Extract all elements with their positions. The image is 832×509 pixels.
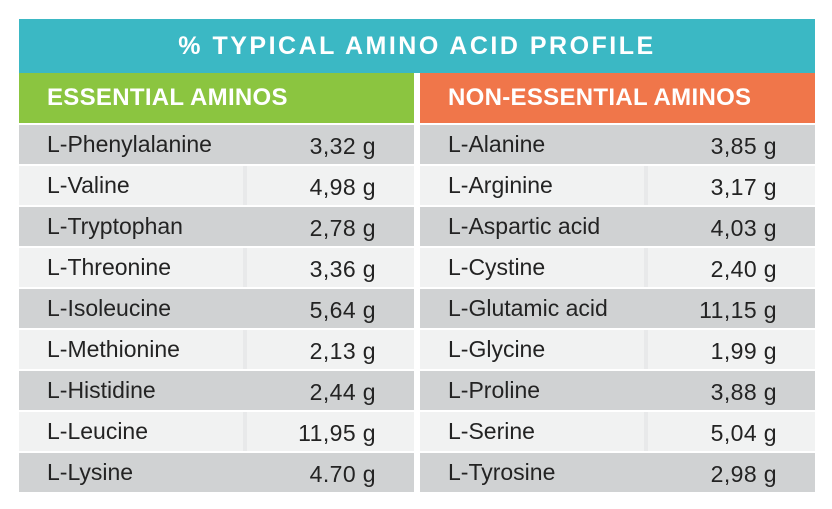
amino-name: L-Leucine	[47, 418, 149, 444]
amino-name: L-Histidine	[47, 377, 156, 403]
amino-name: L-Proline	[448, 377, 541, 403]
table-row: L-Isoleucine 5,64 g	[19, 289, 414, 328]
amino-value: 2,13 g	[309, 338, 376, 364]
amino-value: 4,98 g	[309, 174, 376, 200]
amino-name: L-Lysine	[47, 459, 134, 485]
amino-name: L-Tyrosine	[448, 459, 556, 485]
amino-name: L-Methionine	[47, 336, 180, 362]
amino-name: L-Arginine	[448, 172, 553, 198]
table-row: L-Threonine 3,36 g	[19, 248, 414, 287]
table-row: L-Phenylalanine 3,32 g	[19, 125, 414, 164]
amino-name: L-Valine	[47, 172, 130, 198]
amino-name: L-Cystine	[448, 254, 546, 280]
amino-value: 4.70 g	[309, 461, 376, 487]
amino-value: 3,32 g	[309, 133, 376, 159]
amino-name: L-Phenylalanine	[47, 131, 212, 157]
amino-name: L-Glutamic acid	[448, 295, 608, 321]
cell-divider	[243, 330, 248, 369]
amino-value: 11,15 g	[699, 297, 777, 323]
amino-value: 3,88 g	[710, 379, 777, 405]
table-row: L-Proline 3,88 g	[420, 371, 815, 410]
amino-value: 4,03 g	[710, 215, 777, 241]
cell-divider	[243, 412, 248, 451]
amino-value: 2,98 g	[710, 461, 777, 487]
amino-value: 2,78 g	[309, 215, 376, 241]
table-row: L-Leucine 11,95 g	[19, 412, 414, 451]
amino-name: L-Tryptophan	[47, 213, 183, 239]
cell-divider	[644, 330, 649, 369]
amino-value: 5,04 g	[710, 420, 777, 446]
amino-value: 2,40 g	[710, 256, 777, 282]
table-row: L-Histidine 2,44 g	[19, 371, 414, 410]
amino-value: 3,85 g	[710, 133, 777, 159]
amino-name: L-Isoleucine	[47, 295, 172, 321]
amino-value: 1,99 g	[710, 338, 777, 364]
cell-divider	[243, 248, 248, 287]
essential-aminos-header: ESSENTIAL AMINOS	[19, 73, 414, 123]
amino-name: L-Serine	[448, 418, 535, 444]
non-essential-aminos-column: NON-ESSENTIAL AMINOS L-Alanine 3,85 g L-Arg…	[420, 73, 815, 492]
amino-name: L-Alanine	[448, 131, 546, 157]
amino-value: 5,64 g	[309, 297, 376, 323]
table-title-bar: % TYPICAL AMINO ACID PROFILE	[19, 19, 815, 73]
amino-name: L-Threonine	[47, 254, 172, 280]
table-row: L-Aspartic acid 4,03 g	[420, 207, 815, 246]
cell-divider	[644, 166, 649, 205]
table-row: L-Alanine 3,85 g	[420, 125, 815, 164]
table-row: L-Tryptophan 2,78 g	[19, 207, 414, 246]
table-row: L-Arginine 3,17 g	[420, 166, 815, 205]
table-row: L-Methionine 2,13 g	[19, 330, 414, 369]
table-row: L-Serine 5,04 g	[420, 412, 815, 451]
essential-aminos-column: ESSENTIAL AMINOS L-Phenylalanine 3,32 g L-V…	[19, 73, 414, 492]
table-row: L-Tyrosine 2,98 g	[420, 453, 815, 492]
table-columns: ESSENTIAL AMINOS L-Phenylalanine 3,32 g L-V…	[19, 73, 815, 492]
amino-acid-profile-table: % TYPICAL AMINO ACID PROFILE ESSENTIAL A…	[19, 19, 815, 492]
cell-divider	[644, 248, 649, 287]
amino-value: 3,36 g	[309, 256, 376, 282]
table-row: L-Glycine 1,99 g	[420, 330, 815, 369]
amino-name: L-Glycine	[448, 336, 546, 362]
amino-value: 3,17 g	[710, 174, 777, 200]
cell-divider	[644, 412, 649, 451]
table-row: L-Cystine 2,40 g	[420, 248, 815, 287]
table-row: L-Valine 4,98 g	[19, 166, 414, 205]
table-row: L-Lysine 4.70 g	[19, 453, 414, 492]
amino-value: 11,95 g	[298, 420, 376, 446]
table-title: % TYPICAL AMINO ACID PROFILE	[178, 31, 656, 60]
table-row: L-Glutamic acid 11,15 g	[420, 289, 815, 328]
cell-divider	[243, 166, 248, 205]
amino-value: 2,44 g	[309, 379, 376, 405]
non-essential-aminos-header: NON-ESSENTIAL AMINOS	[420, 73, 815, 123]
amino-name: L-Aspartic acid	[448, 213, 601, 239]
